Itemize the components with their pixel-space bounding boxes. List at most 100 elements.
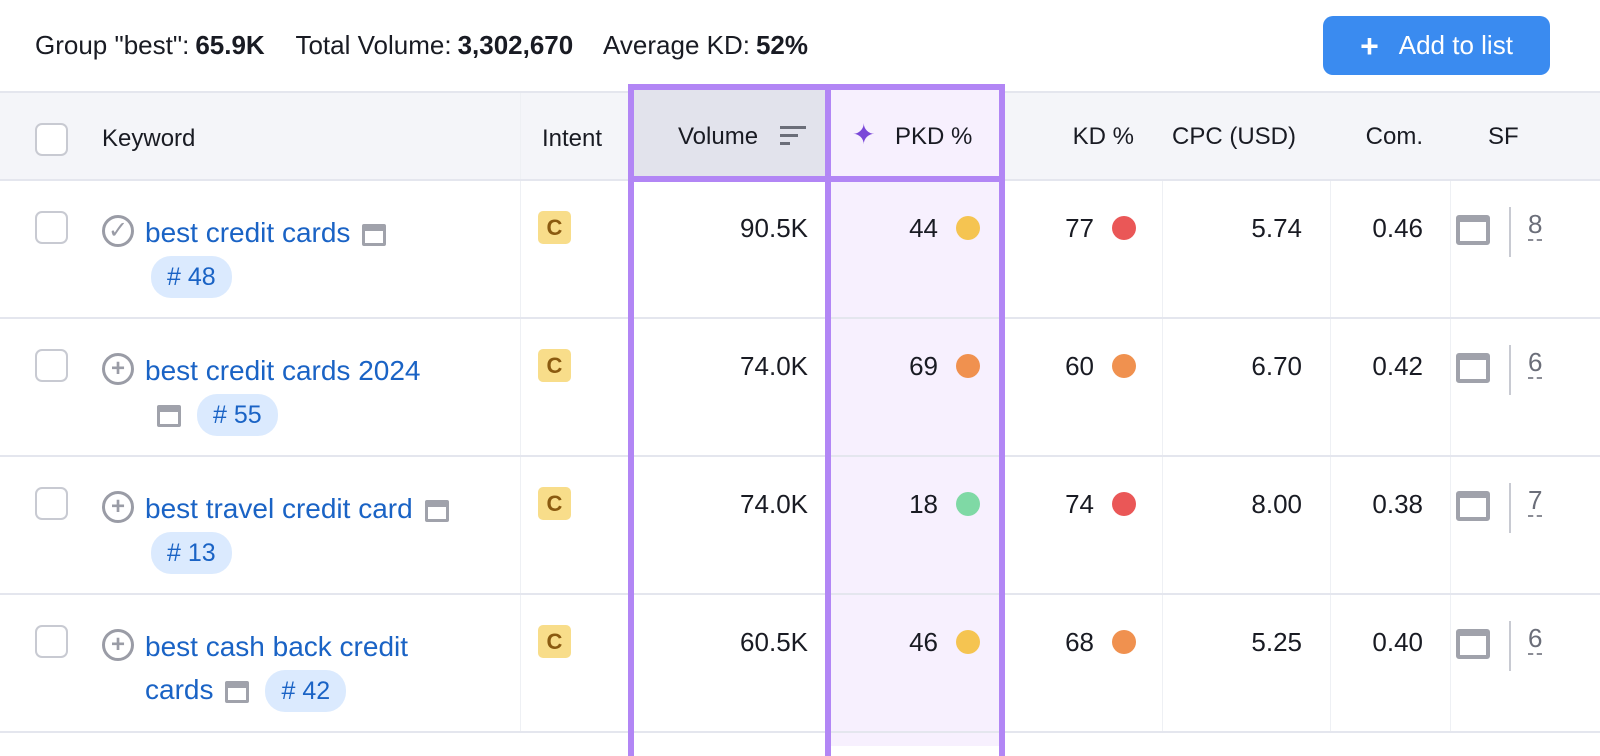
position-badge: # 42 xyxy=(265,670,347,712)
table-row: ✓ best credit cards # 48 C 90.5K 44 77 5.… xyxy=(0,181,1600,319)
serp-features-icon[interactable] xyxy=(1456,353,1490,383)
pkd-cell: 44 xyxy=(909,213,980,244)
kd-value: 60 xyxy=(1065,351,1094,381)
volume-header-highlight xyxy=(628,84,831,182)
volume-value: 60.5K xyxy=(740,627,808,657)
serp-icon[interactable] xyxy=(157,404,181,427)
table-row: + best travel credit card # 13 C 74.0K 18… xyxy=(0,457,1600,595)
kd-cell: 68 xyxy=(1065,627,1136,658)
serp-icon[interactable] xyxy=(362,223,387,246)
cpc-value: 5.25 xyxy=(1251,627,1302,657)
cpc-value: 5.74 xyxy=(1251,213,1302,243)
kd-cell: 60 xyxy=(1065,351,1136,382)
kd-value: 77 xyxy=(1065,213,1094,243)
pkd-value: 18 xyxy=(909,489,938,519)
sf-count[interactable]: 7 xyxy=(1528,485,1543,517)
row-checkbox[interactable] xyxy=(35,211,68,244)
divider xyxy=(1509,207,1511,257)
volume-value: 74.0K xyxy=(740,489,808,519)
volume-header-background xyxy=(631,86,830,181)
volume-value: 3,302,670 xyxy=(457,30,574,60)
column-sf[interactable]: SF xyxy=(1488,123,1519,150)
group-label: Group "best": xyxy=(35,30,190,60)
serp-features-icon[interactable] xyxy=(1456,215,1490,245)
keyword-cell: best credit cards # 48 xyxy=(145,211,465,298)
row-checkbox[interactable] xyxy=(35,487,68,520)
pkd-value: 46 xyxy=(909,627,938,657)
intent-badge: C xyxy=(538,349,571,382)
intent-badge: C xyxy=(538,211,571,244)
com-value: 0.38 xyxy=(1372,489,1423,519)
pkd-dot-icon xyxy=(956,216,980,240)
position-badge: # 55 xyxy=(197,394,278,436)
pkd-dot-icon xyxy=(956,630,980,654)
plus-circle-icon[interactable]: + xyxy=(102,353,134,385)
position-badge: # 48 xyxy=(151,256,232,298)
check-circle-icon[interactable]: ✓ xyxy=(102,215,134,247)
intent-badge: C xyxy=(538,625,571,658)
pkd-cell: 46 xyxy=(909,627,980,658)
keyword-cell: best credit cards 2024 # 55 xyxy=(145,349,465,436)
column-com[interactable]: Com. xyxy=(1365,123,1423,150)
add-to-list-button[interactable]: + Add to list xyxy=(1323,16,1550,75)
plus-circle-icon[interactable]: + xyxy=(102,629,134,661)
keyword-link[interactable]: best cash back credit cards xyxy=(145,631,409,705)
serp-icon[interactable] xyxy=(424,499,449,522)
volume-column-highlight xyxy=(628,176,831,756)
pkd-cell: 69 xyxy=(909,351,980,382)
column-intent[interactable]: Intent xyxy=(542,125,603,152)
pkd-header-highlight xyxy=(825,84,1005,182)
kd-dot-icon xyxy=(1112,216,1136,240)
select-all-checkbox[interactable] xyxy=(35,123,68,156)
kd-value: 52% xyxy=(755,30,809,60)
column-pkd[interactable]: PKD % xyxy=(895,123,973,150)
add-to-list-label: Add to list xyxy=(1398,30,1513,60)
pkd-column-highlight xyxy=(825,176,1005,756)
divider xyxy=(1509,621,1511,671)
divider xyxy=(1509,345,1511,395)
pkd-value: 44 xyxy=(909,213,938,243)
sort-icon[interactable] xyxy=(780,126,806,145)
sf-count[interactable]: 6 xyxy=(1528,623,1543,655)
volume-value: 90.5K xyxy=(740,213,808,243)
intent-badge: C xyxy=(538,487,571,520)
kd-value: 74 xyxy=(1065,489,1094,519)
kd-value: 68 xyxy=(1065,627,1094,657)
keyword-link[interactable]: best credit cards xyxy=(145,217,351,248)
kd-cell: 74 xyxy=(1065,489,1136,520)
row-checkbox[interactable] xyxy=(35,349,68,382)
group-summary: Group "best": 65.9K Total Volume: 3,302,67… xyxy=(35,30,832,61)
com-value: 0.40 xyxy=(1372,627,1423,657)
volume-value: 74.0K xyxy=(740,351,808,381)
kd-cell: 77 xyxy=(1065,213,1136,244)
keyword-link[interactable]: best travel credit card xyxy=(145,493,413,524)
volume-label: Total Volume: xyxy=(295,30,452,60)
cpc-value: 8.00 xyxy=(1251,489,1302,519)
column-volume[interactable]: Volume xyxy=(678,123,759,150)
summary-bar: Group "best": 65.9K Total Volume: 3,302,67… xyxy=(0,0,1600,90)
group-value: 65.9K xyxy=(195,30,265,60)
row-checkbox[interactable] xyxy=(35,625,68,658)
com-value: 0.46 xyxy=(1372,213,1423,243)
serp-features-icon[interactable] xyxy=(1456,629,1490,659)
table-row: + best credit cards 2024# 55 C 74.0K 69 … xyxy=(0,319,1600,457)
keyword-cell: best travel credit card # 13 xyxy=(145,487,465,574)
position-badge: # 13 xyxy=(151,532,232,574)
serp-icon[interactable] xyxy=(225,680,250,703)
serp-features-icon[interactable] xyxy=(1456,491,1490,521)
pkd-dot-icon xyxy=(956,492,980,516)
pkd-cell: 18 xyxy=(909,489,980,520)
column-keyword[interactable]: Keyword xyxy=(102,125,196,152)
kd-label: Average KD: xyxy=(603,30,750,60)
column-cpc[interactable]: CPC (USD) xyxy=(1172,123,1296,150)
com-value: 0.42 xyxy=(1372,351,1423,381)
table-row: + best cash back credit cards # 42 C 60.5… xyxy=(0,595,1600,733)
cpc-value: 6.70 xyxy=(1251,351,1302,381)
kd-dot-icon xyxy=(1112,354,1136,378)
sf-count[interactable]: 6 xyxy=(1528,347,1543,379)
keyword-link[interactable]: best credit cards 2024 xyxy=(145,355,421,386)
sf-count[interactable]: 8 xyxy=(1528,209,1543,241)
keyword-cell: best cash back credit cards # 42 xyxy=(145,625,465,712)
column-kd[interactable]: KD % xyxy=(1072,123,1134,150)
plus-circle-icon[interactable]: + xyxy=(102,491,134,523)
